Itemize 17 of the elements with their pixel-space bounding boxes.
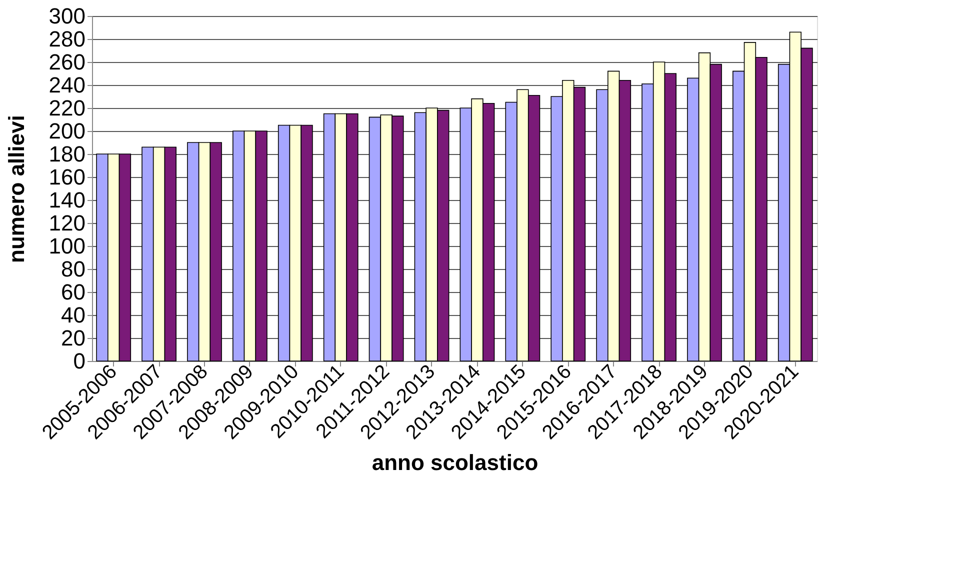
y-tick-label: 120 bbox=[48, 210, 86, 236]
y-tick-label: 300 bbox=[48, 4, 86, 28]
y-tick-label: 260 bbox=[48, 50, 86, 74]
x-axis-title: anno scolastico bbox=[372, 450, 538, 476]
y-tick-label: 160 bbox=[48, 164, 86, 190]
y-tick-label: 220 bbox=[48, 96, 86, 120]
y-axis-title: numero allievi bbox=[4, 115, 29, 263]
y-tick-label: 80 bbox=[61, 256, 86, 282]
y-tick-label: 100 bbox=[48, 234, 86, 258]
y-tick-label: 180 bbox=[48, 142, 86, 166]
y-tick-label: 20 bbox=[61, 326, 86, 350]
y-tick-label: 40 bbox=[61, 302, 86, 328]
y-tick-label: 200 bbox=[48, 118, 86, 144]
y-tick-label: 240 bbox=[48, 72, 86, 98]
y-tick-label: 140 bbox=[48, 188, 86, 212]
y-tick-label: 60 bbox=[61, 280, 86, 304]
y-tick-label: 280 bbox=[48, 26, 86, 52]
